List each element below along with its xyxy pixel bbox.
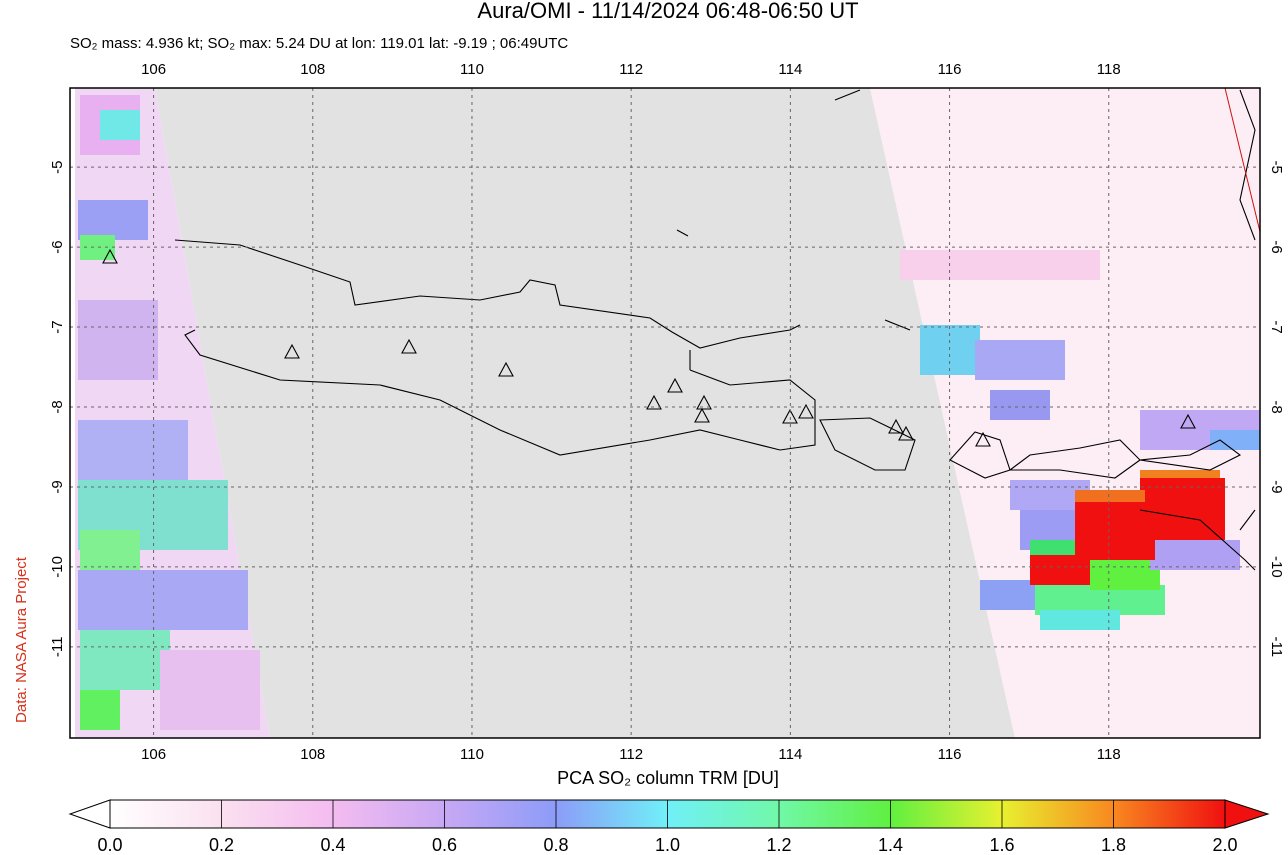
colorbar-tick-label: 0.0	[97, 835, 122, 855]
lat-tick-label: -7	[1268, 320, 1285, 333]
colorbar-tick-label: 0.2	[209, 835, 234, 855]
lat-tick-label: -10	[1268, 556, 1285, 578]
lat-tick-label: -11	[49, 637, 66, 658]
map-area	[70, 88, 1260, 738]
lat-tick-label: -5	[1268, 160, 1285, 173]
lon-tick-label: 112	[619, 746, 643, 763]
colorbar-ticks: 0.0 0.2 0.4 0.6 0.8 1.0 1.2 1.4 1.6 1.8 2.0	[97, 800, 1238, 855]
colorbar-tick-label: 1.8	[1101, 835, 1126, 855]
colorbar-tick-label: 0.6	[432, 835, 457, 855]
lon-tick-label: 108	[300, 61, 325, 78]
left-swath-pixels	[75, 88, 270, 738]
credit: Data: NASA Aura Project	[13, 556, 30, 723]
subtitle: SO₂ mass: 4.936 kt; SO₂ max: 5.24 DU at …	[70, 35, 568, 52]
coastlines	[174, 88, 1260, 571]
lat-tick-label: -9	[49, 480, 66, 493]
lon-tick-label: 106	[141, 746, 166, 763]
colorbar-under-arrow	[68, 799, 111, 829]
axis-ticks: 106 106 108 108 110 110 112 112 114 114 116 116 118 1…	[49, 61, 1285, 763]
lon-tick-label: 118	[1097, 746, 1121, 763]
lon-tick-label: 118	[1097, 61, 1121, 78]
lon-tick-label: 110	[460, 61, 484, 78]
lon-tick-label: 106	[141, 61, 166, 78]
lon-tick-label: 110	[460, 746, 484, 763]
lon-tick-label: 116	[938, 61, 962, 78]
colorbar-tick-label: 0.8	[543, 835, 568, 855]
map-frame	[69, 87, 1261, 739]
lat-tick-label: -8	[49, 400, 66, 413]
lat-tick-label: -10	[49, 556, 66, 578]
lat-tick-label: -6	[1268, 240, 1285, 253]
title: Aura/OMI - 11/14/2024 06:48-06:50 UT	[477, 0, 858, 23]
colorbar-tick-label: 1.6	[989, 835, 1014, 855]
lat-tick-label: -7	[49, 320, 66, 333]
colorbar-tick-label: 0.4	[320, 835, 345, 855]
graticule	[70, 88, 1260, 738]
colorbar-tick-label: 1.2	[766, 835, 791, 855]
lat-tick-label: -6	[49, 240, 66, 253]
lon-tick-label: 108	[300, 746, 325, 763]
lat-tick-label: -5	[49, 160, 66, 173]
colorbar-tick-label: 1.0	[655, 835, 680, 855]
lat-tick-label: -9	[1268, 480, 1285, 493]
volcanoes	[102, 248, 1196, 447]
lon-tick-label: 114	[778, 61, 802, 78]
colorbar-label: PCA SO₂ column TRM [DU]	[557, 768, 779, 788]
lon-tick-label: 116	[938, 746, 962, 763]
lon-tick-label: 114	[778, 746, 802, 763]
lon-tick-label: 112	[619, 61, 643, 78]
lat-tick-label: -8	[1268, 400, 1285, 413]
colorbar-tick-label: 1.4	[878, 835, 903, 855]
lat-tick-label: -11	[1268, 637, 1285, 658]
colorbar-tick-label: 2.0	[1212, 835, 1237, 855]
no-data-swath	[155, 88, 1015, 738]
colorbar-over-arrow	[1224, 799, 1270, 829]
